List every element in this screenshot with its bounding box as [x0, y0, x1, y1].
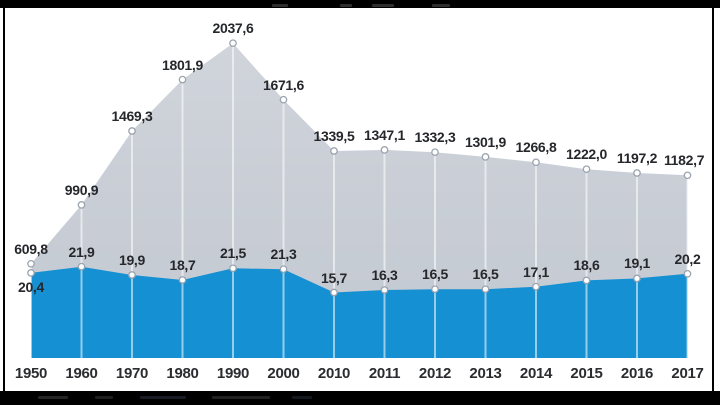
cropped-legend-remnant [38, 396, 68, 399]
total-data-point-marker [633, 169, 641, 177]
total-data-point-marker [330, 147, 338, 155]
share-data-point-marker [330, 288, 338, 297]
share-data-point-marker [532, 282, 540, 291]
cropped-legend-remnant [95, 396, 113, 399]
frame-edge-right [712, 8, 714, 391]
cropped-text-remnant [340, 4, 352, 7]
share-data-point-marker [178, 276, 187, 284]
total-data-point-marker [380, 146, 389, 154]
cropped-text-remnant [372, 4, 394, 7]
total-data-point-marker [178, 75, 187, 84]
total-data-point-marker [128, 127, 136, 135]
share-data-point-marker [582, 276, 591, 285]
total-data-point-marker [77, 201, 86, 209]
share-data-point-marker [27, 269, 35, 277]
letterbox-top-bar [0, 0, 720, 8]
letterbox-bottom-bar [0, 391, 720, 405]
share-data-point-marker [633, 274, 641, 283]
cropped-legend-remnant [140, 396, 186, 399]
total-data-point-marker [532, 158, 540, 167]
total-data-point-marker [683, 171, 692, 180]
total-data-point-marker [27, 259, 35, 268]
share-data-point-marker [481, 285, 490, 294]
share-data-point-marker [431, 285, 439, 294]
total-data-point-marker [279, 95, 288, 104]
total-data-point-marker [481, 153, 490, 161]
share-data-point-marker [380, 286, 389, 294]
cropped-text-remnant [272, 4, 288, 7]
cropped-legend-remnant [212, 396, 270, 399]
frame-edge-left [3, 8, 5, 391]
share-data-point-marker [77, 262, 86, 271]
share-data-point-marker [128, 271, 136, 279]
share-area-series [31, 266, 688, 358]
total-data-point-marker [431, 148, 439, 157]
share-data-point-marker [279, 265, 288, 274]
cropped-text-remnant [432, 4, 450, 7]
share-data-point-marker [683, 269, 692, 278]
total-data-point-marker [582, 165, 591, 174]
total-data-point-marker [229, 39, 237, 48]
share-data-point-marker [229, 264, 237, 273]
cropped-legend-remnant [292, 396, 312, 399]
